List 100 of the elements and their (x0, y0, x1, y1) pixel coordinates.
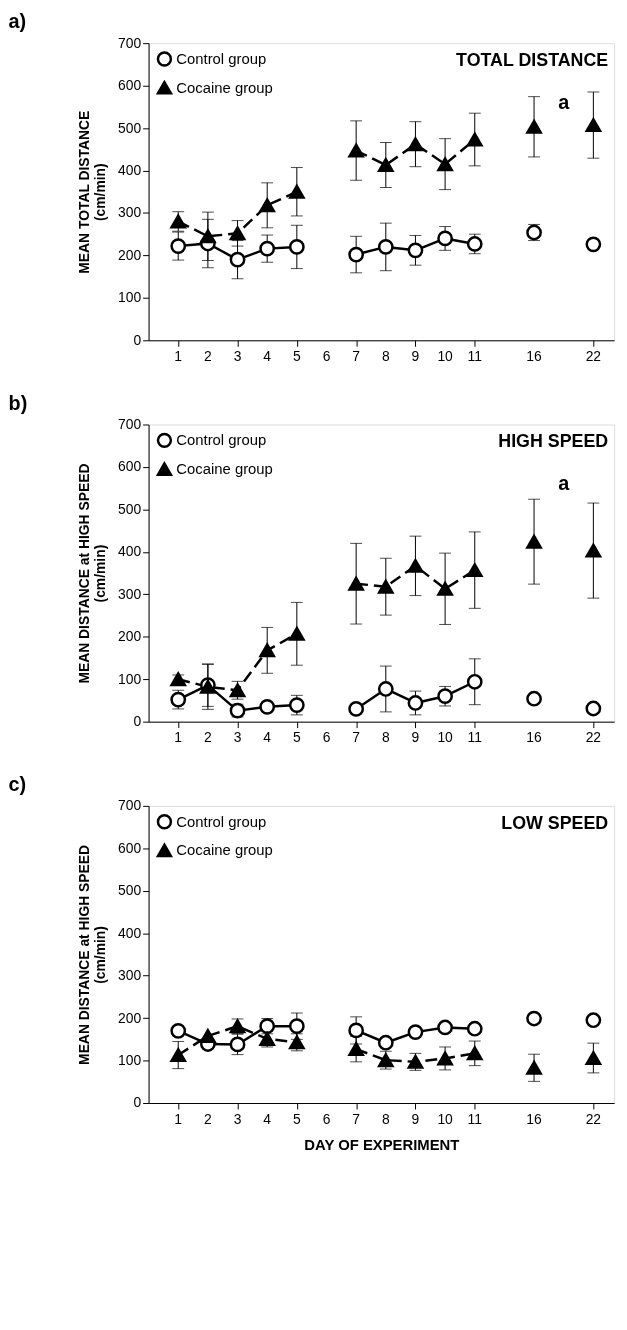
point (288, 1018, 305, 1035)
y-tick-label: 500 (118, 119, 142, 136)
point (585, 1051, 602, 1066)
y-tick-label: 0 (133, 1094, 142, 1111)
point (348, 246, 365, 263)
y-tick-label: 200 (118, 246, 142, 263)
y-tick-label: 500 (118, 882, 142, 899)
point (229, 226, 246, 241)
point (585, 1012, 602, 1029)
x-tick-label: 22 (585, 348, 602, 365)
chart-title: a) (8, 10, 27, 33)
chart-title: b) (8, 391, 28, 414)
point (407, 242, 424, 259)
annotation: a (558, 471, 571, 494)
point (170, 1022, 187, 1039)
y-tick-label: 300 (118, 967, 142, 984)
x-tick-label: 7 (352, 729, 361, 746)
point (437, 1019, 453, 1036)
point (526, 1010, 542, 1027)
x-tick-label: 4 (263, 1110, 272, 1127)
x-tick-label: 5 (292, 729, 301, 746)
y-tick-label: 600 (118, 839, 142, 856)
point (377, 681, 394, 697)
y-axis-title: MEAN DISTANCE at HIGH SPEED (cm/min) (76, 844, 109, 1065)
x-tick-label: 8 (381, 1110, 390, 1127)
annotation: a (558, 90, 571, 113)
x-tick-label: 2 (204, 1110, 213, 1127)
point (170, 238, 187, 254)
point (348, 143, 365, 158)
point (526, 690, 542, 707)
y-axis-title: MEAN DISTANCE at HIGH SPEED (cm/min) (76, 463, 109, 684)
chart-title: c) (8, 773, 27, 795)
point (466, 673, 483, 690)
point (585, 118, 602, 133)
x-tick-label: 1 (174, 1110, 183, 1127)
x-tick-label: 5 (292, 348, 301, 365)
point (229, 1036, 246, 1053)
x-tick-label: 16 (526, 1110, 543, 1127)
y-tick-label: 300 (118, 585, 142, 602)
x-tick-label: 22 (585, 729, 602, 746)
point (466, 1020, 483, 1037)
annotation: TOTAL DISTANCE (456, 49, 609, 70)
point (288, 184, 305, 199)
y-tick-label: 100 (118, 289, 142, 306)
y-tick-label: 100 (118, 1052, 142, 1069)
point (377, 579, 394, 594)
point (526, 534, 542, 549)
point (466, 132, 483, 147)
point (200, 1028, 216, 1043)
point (466, 1046, 483, 1061)
y-tick-label: 600 (118, 77, 142, 94)
x-tick-label: 2 (204, 348, 213, 365)
y-tick-label: 400 (118, 543, 142, 560)
point (526, 119, 542, 134)
y-axis-title: MEAN TOTAL DISTANCE (cm/min) (76, 110, 109, 274)
y-tick-label: 700 (118, 797, 142, 814)
x-axis-title: DAY OF EXPERIMENT (304, 1136, 460, 1153)
point (466, 563, 483, 578)
point (585, 700, 602, 717)
point (288, 626, 305, 641)
x-tick-label: 16 (526, 348, 543, 365)
y-tick-label: 600 (118, 458, 142, 475)
x-tick-label: 4 (263, 729, 272, 746)
y-tick-label: 400 (118, 161, 142, 178)
y-tick-label: 200 (118, 628, 142, 645)
legend-label: Cocaine group (176, 842, 273, 859)
point (259, 240, 276, 257)
point (348, 1022, 365, 1039)
x-tick-label: 8 (381, 729, 390, 746)
x-tick-label: 1 (174, 348, 183, 365)
y-tick-label: 100 (118, 670, 142, 687)
x-tick-label: 10 (437, 1110, 454, 1127)
point (348, 1042, 365, 1057)
x-tick-label: 6 (322, 729, 331, 746)
point (407, 558, 424, 573)
y-tick-label: 0 (133, 331, 142, 348)
legend-label: Control group (176, 50, 267, 67)
x-tick-label: 5 (292, 1110, 301, 1127)
x-tick-label: 10 (437, 729, 454, 746)
x-tick-label: 1 (174, 729, 183, 746)
annotation: LOW SPEED (501, 812, 609, 833)
point (259, 198, 276, 213)
legend-label: Cocaine group (176, 461, 273, 478)
point (229, 251, 246, 268)
x-tick-label: 22 (585, 1110, 602, 1127)
y-tick-label: 200 (118, 1009, 142, 1026)
point (585, 236, 602, 253)
legend-label: Cocaine group (176, 79, 273, 96)
x-tick-label: 9 (411, 729, 420, 746)
point (585, 543, 602, 558)
point (170, 1048, 187, 1063)
x-tick-label: 3 (233, 1110, 242, 1127)
x-tick-label: 9 (411, 1110, 420, 1127)
legend-label: Control group (176, 432, 267, 449)
point (170, 672, 187, 687)
point (407, 137, 424, 152)
legend-label: Control group (176, 813, 267, 830)
x-tick-label: 3 (233, 348, 242, 365)
x-tick-label: 4 (263, 348, 272, 365)
point (437, 1051, 453, 1066)
